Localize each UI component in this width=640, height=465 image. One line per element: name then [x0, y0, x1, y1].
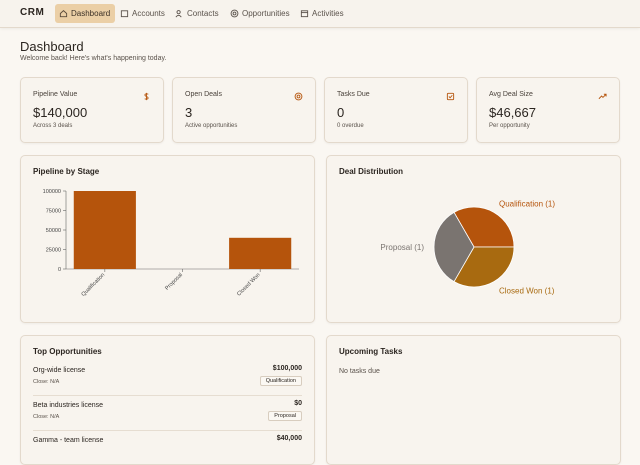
pie-slice — [433, 211, 475, 283]
page-title: Dashboard — [20, 39, 84, 54]
icon — [446, 92, 455, 101]
card-title: Top Opportunities — [33, 347, 102, 356]
icon — [230, 9, 239, 18]
card-title: Upcoming Tasks — [339, 347, 403, 356]
y-tick-label: 75000 — [46, 209, 61, 215]
separator — [33, 395, 302, 396]
page-subtitle: Welcome back! Here's what's happening to… — [20, 55, 167, 62]
kpi-card: Pipeline Value $140,000 Across 3 deals — [20, 77, 164, 143]
kpi-note: Active opportunities — [185, 123, 238, 129]
kpi-label: Pipeline Value — [33, 91, 78, 98]
stage-badge: Proposal — [268, 411, 302, 421]
kpi-label: Open Deals — [185, 91, 222, 98]
stage-badge: Qualification — [259, 376, 302, 386]
opportunity-name: Org-wide license — [33, 367, 86, 374]
y-tick-label: 100000 — [43, 189, 61, 195]
brand: CRM — [20, 7, 45, 18]
kpi-card: Open Deals 3 Active opportunities — [172, 77, 316, 143]
opportunities-card: Top Opportunities Org-wide license Close:… — [20, 335, 315, 465]
pie-slice — [453, 246, 515, 288]
bar-chart: 0 25000 50000 75000 100000 Qualification Propo… — [43, 189, 299, 298]
chart-card: Deal Distribution Qualification (1) Close… — [326, 155, 621, 323]
chart-title: Deal Distribution — [339, 167, 404, 176]
close-date: Close: N/A — [33, 379, 60, 385]
tab-label: Opportunities — [242, 9, 290, 18]
nav-bar: CRM Dashboard Accounts Contacts Opportun… — [0, 0, 640, 28]
kpi-note: Across 3 deals — [33, 123, 73, 129]
bar — [73, 191, 136, 269]
amount: $0 — [294, 400, 302, 407]
kpi-label: Tasks Due — [337, 91, 370, 98]
slice-label: Closed Won (1) — [499, 286, 555, 295]
y-tick-label: 0 — [58, 267, 61, 273]
nav-tab[interactable]: Accounts — [116, 4, 170, 23]
kpi-note: 0 overdue — [337, 123, 364, 129]
opportunity-name: Beta industries license — [33, 402, 104, 409]
chart-card: Pipeline by Stage 0 25000 50000 75000 100000… — [20, 155, 315, 323]
kpi-value: 0 — [337, 105, 345, 120]
icon — [598, 93, 607, 100]
slice-label: Proposal (1) — [380, 243, 424, 252]
empty-message: No tasks due — [339, 368, 380, 375]
icon — [120, 10, 129, 18]
pie-slice — [453, 206, 515, 248]
x-tick-label: Proposal — [164, 272, 184, 292]
y-tick-label: 50000 — [46, 228, 61, 234]
kpi-label: Avg Deal Size — [489, 91, 533, 98]
icon — [300, 10, 309, 18]
tab-label: Contacts — [187, 9, 219, 18]
slice-label: Qualification (1) — [499, 200, 555, 209]
close-date: Close: N/A — [33, 414, 60, 420]
tab-label: Accounts — [132, 9, 165, 18]
kpi-value: $46,667 — [489, 105, 536, 120]
opportunity-name: Gamma - team license — [33, 437, 104, 444]
bar — [229, 237, 292, 269]
amount: $40,000 — [276, 435, 302, 442]
kpi-value: $140,000 — [33, 105, 88, 120]
chart-title: Pipeline by Stage — [33, 167, 100, 176]
pie-chart: Qualification (1) Closed Won (1) Proposal … — [380, 200, 555, 296]
x-tick-label: Closed Won — [236, 272, 261, 297]
tab-label: Activities — [312, 9, 344, 18]
tab-label: Dashboard — [71, 9, 111, 18]
separator — [33, 430, 302, 431]
nav-tab[interactable]: Activities — [296, 4, 349, 23]
kpi-card: Avg Deal Size $46,667 Per opportunity — [476, 77, 620, 143]
icon — [294, 92, 303, 101]
kpi-card: Tasks Due 0 0 overdue — [324, 77, 468, 143]
amount: $100,000 — [272, 365, 302, 372]
kpi-value: 3 — [185, 105, 193, 120]
kpi-note: Per opportunity — [489, 123, 530, 129]
x-tick-label: Qualification — [81, 272, 107, 298]
icon — [59, 10, 68, 18]
y-tick-label: 25000 — [46, 248, 61, 254]
nav-tab[interactable]: Contacts — [171, 4, 224, 23]
tasks-card: Upcoming Tasks No tasks due — [326, 335, 621, 465]
nav-tab[interactable]: Opportunities — [226, 4, 295, 23]
icon — [175, 10, 182, 18]
nav-tab[interactable]: Dashboard — [55, 4, 116, 23]
icon — [144, 92, 149, 101]
